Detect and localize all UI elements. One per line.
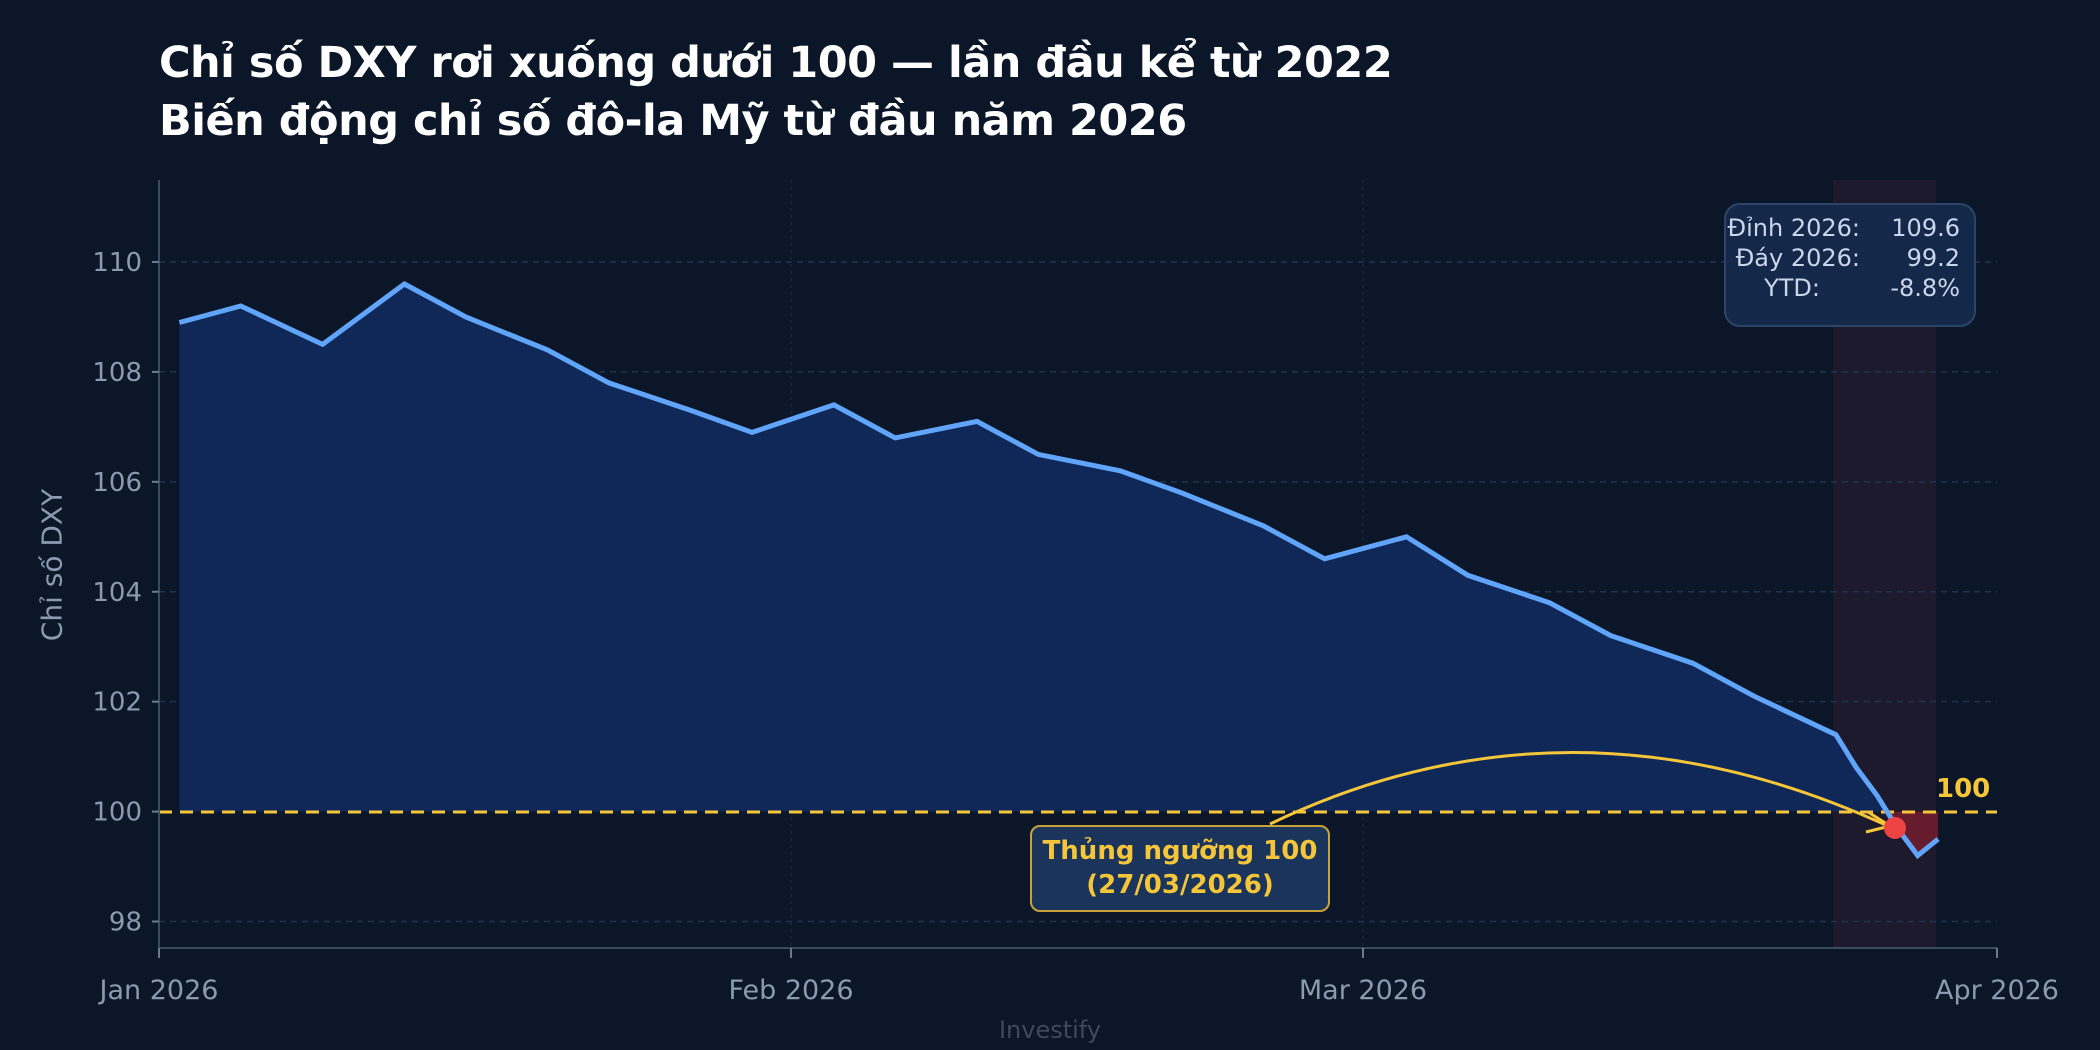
y-tick-label: 98 xyxy=(109,908,142,938)
breach-callout: Thủng ngưỡng 100 (27/03/2026) xyxy=(1030,825,1330,912)
threshold-label: 100 xyxy=(1936,774,1990,804)
callout-title: Thủng ngưỡng 100 xyxy=(1042,836,1318,866)
title-line-1: Chỉ số DXY rơi xuống dưới 100 — lần đầu … xyxy=(159,38,1393,88)
source-label: Investify xyxy=(998,1016,1102,1044)
y-tick-label: 108 xyxy=(92,358,142,388)
y-tick-label: 106 xyxy=(92,468,142,498)
stats-box: Đỉnh 2026: 109.6 Đáy 2026: 99.2 YTD: -8.8% xyxy=(1724,203,1976,327)
stat-ytd: YTD: -8.8% xyxy=(1764,274,1960,302)
dxy-line xyxy=(178,281,1940,860)
y-axis-label: Chỉ số DXY xyxy=(35,488,69,642)
y-tick-label: 110 xyxy=(92,248,142,278)
stat-trough: Đáy 2026: 99.2 xyxy=(1735,244,1960,272)
x-tick-label: Mar 2026 xyxy=(1299,975,1427,1006)
chart-title: Chỉ số DXY rơi xuống dưới 100 — lần đầu … xyxy=(159,34,1393,150)
stat-peak: Đỉnh 2026: 109.6 xyxy=(1727,214,1960,242)
y-axis-ticks: 98 100 102 104 106 108 110 xyxy=(92,248,159,938)
x-tick-label: Jan 2026 xyxy=(98,975,219,1006)
callout-date: (27/03/2026) xyxy=(1086,870,1274,900)
area-fill-above xyxy=(179,284,1939,812)
y-tick-label: 102 xyxy=(92,688,142,718)
breach-marker[interactable] xyxy=(1884,817,1906,839)
x-axis-ticks: Jan 2026 Feb 2026 Mar 2026 Apr 2026 xyxy=(98,948,2059,1006)
y-tick-label: 100 xyxy=(92,798,142,828)
title-line-2: Biến động chỉ số đô-la Mỹ từ đầu năm 202… xyxy=(159,96,1187,146)
x-tick-label: Apr 2026 xyxy=(1935,975,2059,1006)
x-tick-label: Feb 2026 xyxy=(728,975,853,1006)
callout-arrow xyxy=(1269,751,1889,828)
y-tick-label: 104 xyxy=(92,578,142,608)
